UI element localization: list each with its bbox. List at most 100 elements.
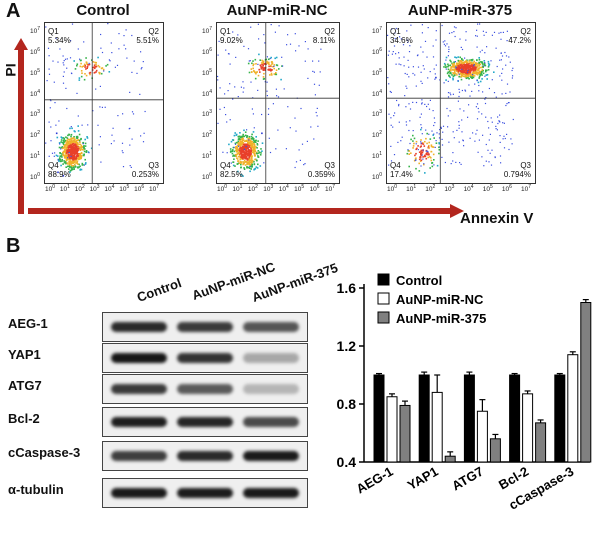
quadrant-q2: Q2 8.11% bbox=[313, 27, 335, 45]
y-tick-label: 107 bbox=[202, 26, 213, 36]
legend-label: AuNP-miR-375 bbox=[396, 311, 486, 326]
quadrant-label: Q1 bbox=[48, 27, 59, 36]
quadrant-percent: 0.794% bbox=[503, 170, 531, 179]
y-tick-label: 100 bbox=[372, 172, 383, 182]
flow-cytometry-plot: Q1 34.6% Q2 47.2% Q4 17.4% Q3 0.794% bbox=[386, 22, 536, 184]
quadrant-label: Q1 bbox=[390, 27, 401, 36]
legend-swatch bbox=[377, 273, 390, 286]
quadrant-percent: 17.4% bbox=[390, 170, 413, 179]
x-tick-label: 102 bbox=[247, 184, 258, 194]
bar-aunp-mir-nc bbox=[567, 354, 579, 463]
quadrant-q4: Q4 88.9% bbox=[48, 161, 71, 179]
scatter-density bbox=[387, 23, 535, 183]
blot-strip bbox=[102, 441, 308, 471]
y-tick-label: 102 bbox=[202, 130, 213, 140]
quadrant-percent: 88.9% bbox=[48, 170, 71, 179]
x-tick-label: 101 bbox=[406, 184, 417, 194]
quadrant-q2: Q2 5.51% bbox=[136, 27, 159, 45]
blot-row-label: ATG7 bbox=[8, 378, 42, 393]
bar-control bbox=[418, 374, 430, 463]
quadrant-q1: Q1 5.34% bbox=[48, 27, 71, 45]
x-tick-label: 102 bbox=[74, 184, 85, 194]
y-tick-label: 106 bbox=[30, 46, 41, 56]
quadrant-percent: 34.6% bbox=[390, 36, 413, 45]
quadrant-q2: Q2 47.2% bbox=[508, 27, 531, 45]
blot-band bbox=[177, 451, 233, 461]
y-tick-label: 101 bbox=[372, 151, 383, 161]
quadrant-percent: 5.34% bbox=[48, 36, 71, 45]
y-tick-label: 103 bbox=[372, 109, 383, 119]
blot-band bbox=[111, 322, 167, 332]
x-tick-label: 100 bbox=[387, 184, 398, 194]
y-tick-label: 0.8 bbox=[337, 396, 357, 412]
y-tick-label: 105 bbox=[202, 67, 213, 77]
x-tick-label: 107 bbox=[325, 184, 336, 194]
quadrant-label: Q2 bbox=[324, 27, 335, 36]
quadrant-percent: 0.359% bbox=[307, 170, 335, 179]
blot-band bbox=[243, 417, 299, 427]
quadrant-percent: 9.02% bbox=[220, 36, 243, 45]
bar-aunp-mir-375 bbox=[580, 302, 592, 463]
bar-aunp-mir-375 bbox=[444, 455, 456, 463]
quadrant-label: Q4 bbox=[220, 161, 231, 170]
x-tick-label: 101 bbox=[232, 184, 243, 194]
quadrant-label: Q2 bbox=[148, 27, 159, 36]
flow-plot-title: Control bbox=[76, 2, 130, 19]
y-tick-label: 104 bbox=[372, 88, 383, 98]
quadrant-percent: 47.2% bbox=[508, 36, 531, 45]
blot-strip bbox=[102, 374, 308, 404]
y-tick-label: 104 bbox=[202, 88, 213, 98]
x-tick-label: 107 bbox=[521, 184, 532, 194]
x-tick-label: 101 bbox=[59, 184, 70, 194]
quadrant-label: Q3 bbox=[520, 161, 531, 170]
blot-band bbox=[111, 353, 167, 363]
y-tick-label: 101 bbox=[202, 151, 213, 161]
blot-band bbox=[111, 488, 167, 498]
panel-b-letter: B bbox=[6, 235, 21, 257]
x-tick-label: 104 bbox=[104, 184, 115, 194]
blot-row-label: cCaspase-3 bbox=[8, 445, 81, 460]
blot-band bbox=[111, 451, 167, 461]
bar-aunp-mir-375 bbox=[535, 422, 547, 463]
scatter-density bbox=[45, 23, 163, 183]
blot-band bbox=[243, 384, 299, 394]
quadrant-q4: Q4 17.4% bbox=[390, 161, 413, 179]
x-tick-label: 104 bbox=[463, 184, 474, 194]
x-category-label: AEG-1 bbox=[354, 464, 396, 497]
blot-band bbox=[177, 322, 233, 332]
quadrant-q1: Q1 9.02% bbox=[220, 27, 243, 45]
blot-band bbox=[177, 353, 233, 363]
quadrant-percent: 0.253% bbox=[131, 170, 159, 179]
x-tick-label: 103 bbox=[263, 184, 274, 194]
bar-aunp-mir-nc bbox=[386, 396, 398, 463]
quadrant-label: Q3 bbox=[148, 161, 159, 170]
quadrant-q3: Q3 0.253% bbox=[132, 161, 159, 179]
bar-aunp-mir-nc bbox=[476, 410, 488, 463]
flow-cytometry-plot: Q1 5.34% Q2 5.51% Q4 88.9% Q3 0.253% bbox=[44, 22, 164, 184]
x-tick-label: 102 bbox=[425, 184, 436, 194]
y-tick-label: 100 bbox=[202, 172, 213, 182]
legend-label: AuNP-miR-NC bbox=[396, 292, 484, 307]
bar-aunp-mir-375 bbox=[489, 438, 501, 463]
x-tick-label: 100 bbox=[217, 184, 228, 194]
x-tick-label: 107 bbox=[149, 184, 160, 194]
quadrant-percent: 82.5% bbox=[220, 170, 243, 179]
blot-row-label: YAP1 bbox=[8, 347, 41, 362]
bar-control bbox=[373, 374, 385, 463]
y-tick-label: 0.4 bbox=[337, 454, 357, 470]
y-tick-label: 105 bbox=[30, 67, 41, 77]
blot-row-label: Bcl-2 bbox=[8, 411, 40, 426]
blot-band bbox=[243, 488, 299, 498]
blot-band bbox=[111, 417, 167, 427]
x-tick-label: 106 bbox=[134, 184, 145, 194]
bar-control bbox=[554, 374, 566, 463]
flow-plot-title: AuNP-miR-375 bbox=[407, 2, 513, 19]
quadrant-q3: Q3 0.794% bbox=[504, 161, 531, 179]
scatter-density bbox=[217, 23, 339, 183]
y-tick-label: 106 bbox=[202, 46, 213, 56]
y-tick-label: 106 bbox=[372, 46, 383, 56]
x-tick-label: 105 bbox=[482, 184, 493, 194]
bar-aunp-mir-nc bbox=[431, 391, 443, 463]
y-axis-label: PI bbox=[2, 63, 19, 77]
